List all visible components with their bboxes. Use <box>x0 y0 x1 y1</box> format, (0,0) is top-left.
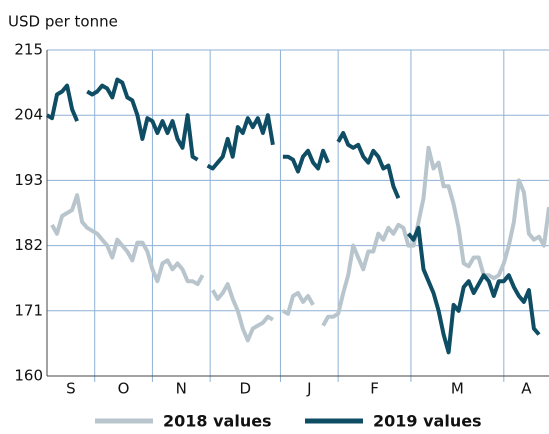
x-tick-label: M <box>451 380 464 398</box>
legend-label: 2018 values <box>163 412 272 431</box>
x-tick-label: S <box>66 380 76 398</box>
x-tick-label: A <box>521 380 532 398</box>
y-tick-label: 160 <box>14 367 43 385</box>
y-tick-label: 193 <box>14 171 43 189</box>
y-axis-label: USD per tonne <box>8 13 118 31</box>
series-line <box>50 145 549 343</box>
y-tick-label: 171 <box>14 301 43 319</box>
y-tick-label: 182 <box>14 236 43 254</box>
x-tick-label: J <box>306 380 311 398</box>
y-tick-label: 204 <box>14 106 43 124</box>
legend-label: 2019 values <box>373 412 482 431</box>
y-tick-label: 215 <box>14 41 43 59</box>
x-tick-label: D <box>240 380 252 398</box>
series-line <box>47 80 549 353</box>
x-tick-label: F <box>370 380 379 398</box>
x-tick-label: O <box>118 380 130 398</box>
x-tick-label: N <box>176 380 187 398</box>
